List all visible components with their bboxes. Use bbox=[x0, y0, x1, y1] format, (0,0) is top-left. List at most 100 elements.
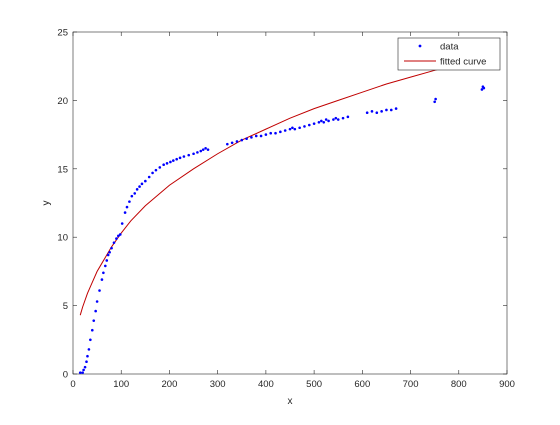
data-point bbox=[154, 168, 158, 172]
data-point bbox=[140, 182, 144, 186]
data-point bbox=[434, 97, 437, 101]
x-tick-label: 0 bbox=[70, 379, 75, 390]
data-point bbox=[254, 134, 258, 138]
x-tick-label: 100 bbox=[113, 379, 129, 390]
data-point bbox=[117, 234, 120, 238]
data-point bbox=[298, 126, 301, 130]
data-point bbox=[291, 126, 294, 130]
data-point bbox=[123, 211, 127, 214]
data-point bbox=[135, 188, 139, 191]
data-point bbox=[86, 354, 89, 358]
data-point bbox=[346, 115, 350, 119]
data-point bbox=[283, 129, 287, 132]
x-tick-label: 600 bbox=[354, 379, 370, 390]
fitted-curve-layer bbox=[79, 52, 498, 316]
y-tick-label: 25 bbox=[57, 28, 68, 39]
data-point bbox=[89, 338, 92, 342]
data-point bbox=[307, 123, 311, 127]
data-point bbox=[389, 108, 393, 112]
data-point bbox=[288, 127, 292, 131]
data-point bbox=[201, 148, 205, 151]
data-point bbox=[293, 127, 297, 131]
data-point bbox=[128, 200, 131, 203]
data-point bbox=[394, 107, 398, 110]
data-point bbox=[144, 179, 147, 183]
data-point bbox=[245, 137, 248, 140]
data-point bbox=[317, 120, 321, 124]
data-point bbox=[196, 151, 199, 154]
data-point bbox=[199, 149, 203, 153]
data-point bbox=[172, 159, 175, 162]
data-point bbox=[269, 131, 273, 135]
data-point bbox=[162, 163, 165, 166]
data-point bbox=[87, 348, 91, 351]
data-point bbox=[102, 271, 105, 275]
data-point bbox=[226, 142, 229, 146]
data-point bbox=[230, 141, 234, 145]
data-point bbox=[98, 289, 101, 292]
data-point bbox=[182, 155, 186, 158]
x-tick-label: 300 bbox=[210, 379, 226, 390]
data-point bbox=[178, 156, 182, 160]
data-point bbox=[158, 166, 162, 169]
data-point bbox=[81, 371, 84, 374]
legend-box bbox=[397, 37, 501, 71]
y-axis-label: y bbox=[41, 201, 52, 206]
data-point bbox=[324, 118, 328, 121]
y-tick-label: 20 bbox=[57, 96, 68, 107]
data-point bbox=[105, 259, 109, 262]
data-point bbox=[259, 134, 263, 138]
data-point bbox=[327, 119, 330, 123]
legend-fitted-curve-label: fitted curve bbox=[440, 57, 486, 68]
x-tick-label: 500 bbox=[306, 379, 322, 390]
data-point bbox=[120, 222, 124, 225]
data-point bbox=[151, 171, 154, 175]
data-point bbox=[320, 119, 323, 123]
data-point bbox=[480, 88, 484, 91]
data-point bbox=[147, 175, 151, 179]
data-point bbox=[192, 152, 195, 156]
data-point bbox=[165, 162, 169, 165]
y-tick-label: 0 bbox=[63, 370, 68, 381]
ticks-layer: 0 100 200 300 400 500 600 700 800 900 0 5 10 15 20 25 bbox=[57, 28, 515, 391]
data-point bbox=[385, 108, 388, 112]
data-point bbox=[175, 157, 178, 161]
data-point bbox=[106, 253, 110, 257]
data-point bbox=[112, 241, 116, 244]
data-point bbox=[78, 371, 82, 374]
legend-data-label: data bbox=[440, 42, 459, 53]
data-point bbox=[83, 365, 87, 369]
data-point bbox=[322, 120, 326, 124]
data-point bbox=[204, 146, 207, 150]
plot-area bbox=[72, 31, 508, 375]
data-point bbox=[274, 131, 277, 135]
data-point bbox=[100, 278, 104, 281]
data-point bbox=[365, 111, 369, 115]
data-point bbox=[332, 118, 335, 121]
data-point bbox=[85, 360, 88, 363]
data-point bbox=[118, 233, 122, 236]
data-point bbox=[133, 192, 137, 195]
data-point bbox=[336, 118, 340, 121]
data-point bbox=[95, 300, 99, 303]
data-point bbox=[433, 100, 436, 104]
x-tick-label: 900 bbox=[499, 379, 515, 390]
data-point bbox=[250, 136, 253, 139]
data-point bbox=[341, 116, 345, 120]
data-point bbox=[235, 140, 239, 143]
data-point bbox=[482, 86, 486, 90]
data-point bbox=[130, 194, 134, 198]
data-point bbox=[110, 246, 113, 250]
x-axis-label: x bbox=[288, 396, 293, 407]
data-point bbox=[375, 111, 379, 115]
data-point bbox=[334, 116, 338, 120]
axes-box bbox=[72, 31, 508, 375]
data-point bbox=[380, 110, 383, 113]
data-point bbox=[94, 309, 97, 313]
data-point bbox=[279, 130, 282, 134]
data-point bbox=[303, 125, 306, 128]
legend: data fitted curve bbox=[397, 37, 501, 71]
data-points-layer bbox=[78, 85, 486, 374]
